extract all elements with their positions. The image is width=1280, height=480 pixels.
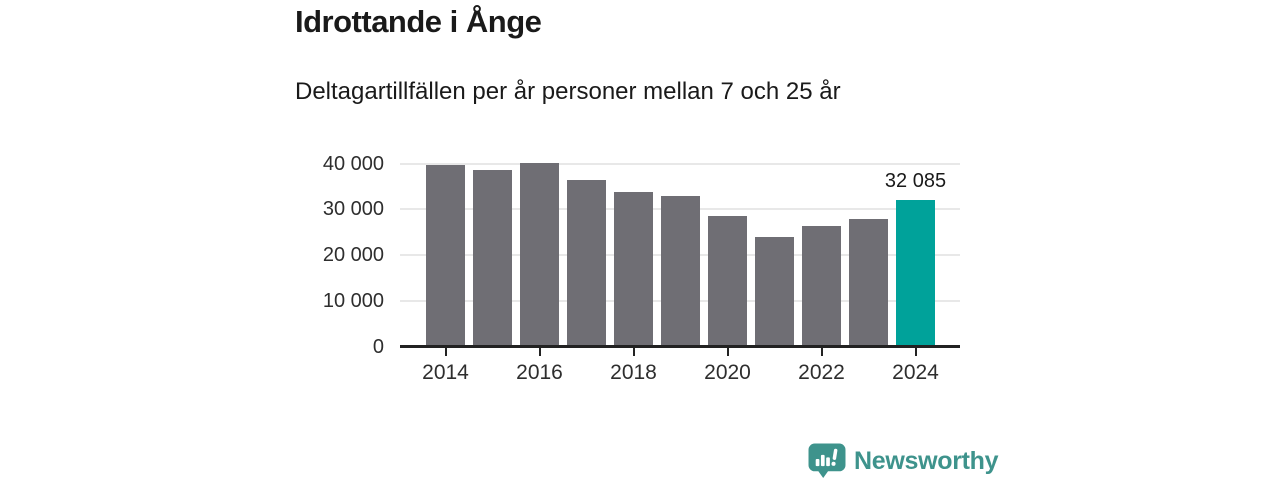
x-axis-tick <box>820 348 823 356</box>
bar-2015 <box>473 170 512 347</box>
y-axis-label: 10 000 <box>322 290 384 313</box>
y-axis-label: 20 000 <box>322 244 384 267</box>
gridline <box>400 162 960 165</box>
y-axis-label: 0 <box>372 336 384 358</box>
x-axis-line <box>400 345 960 348</box>
bar-2023 <box>849 219 888 347</box>
x-axis-label: 2018 <box>610 361 657 384</box>
bar-2014 <box>426 165 465 347</box>
x-axis-tick <box>444 348 447 356</box>
y-axis-label: 30 000 <box>322 198 384 221</box>
x-axis-label: 2014 <box>422 361 469 384</box>
x-axis-label: 2022 <box>798 361 845 384</box>
bar-2020 <box>708 216 747 347</box>
chart-subtitle: Deltagartillfällen per år personer mella… <box>295 78 841 105</box>
bar-2017 <box>567 180 606 347</box>
y-axis-label: 40 000 <box>322 152 384 175</box>
bar-2018 <box>614 191 653 347</box>
bar-2021 <box>755 236 794 347</box>
newsworthy-logo: Newsworthy <box>808 443 999 479</box>
bar-2016 <box>520 162 559 347</box>
highlight-value-label: 32 085 <box>884 170 947 192</box>
x-axis-tick <box>726 348 729 356</box>
x-axis-label: 2020 <box>704 361 751 384</box>
page-title: Idrottande i Ånge <box>295 4 542 39</box>
bar-2024 <box>896 199 935 347</box>
x-axis-label: 2016 <box>516 361 563 384</box>
bar-2019 <box>661 196 700 347</box>
x-axis-label: 2024 <box>892 361 939 384</box>
x-axis-tick <box>538 348 541 356</box>
newsworthy-chart-bubble-icon <box>808 443 846 478</box>
x-axis-tick <box>914 348 917 356</box>
bar-2022 <box>802 226 841 347</box>
newsworthy-logo-text: Newsworthy <box>854 447 999 475</box>
x-axis-tick <box>632 348 635 356</box>
